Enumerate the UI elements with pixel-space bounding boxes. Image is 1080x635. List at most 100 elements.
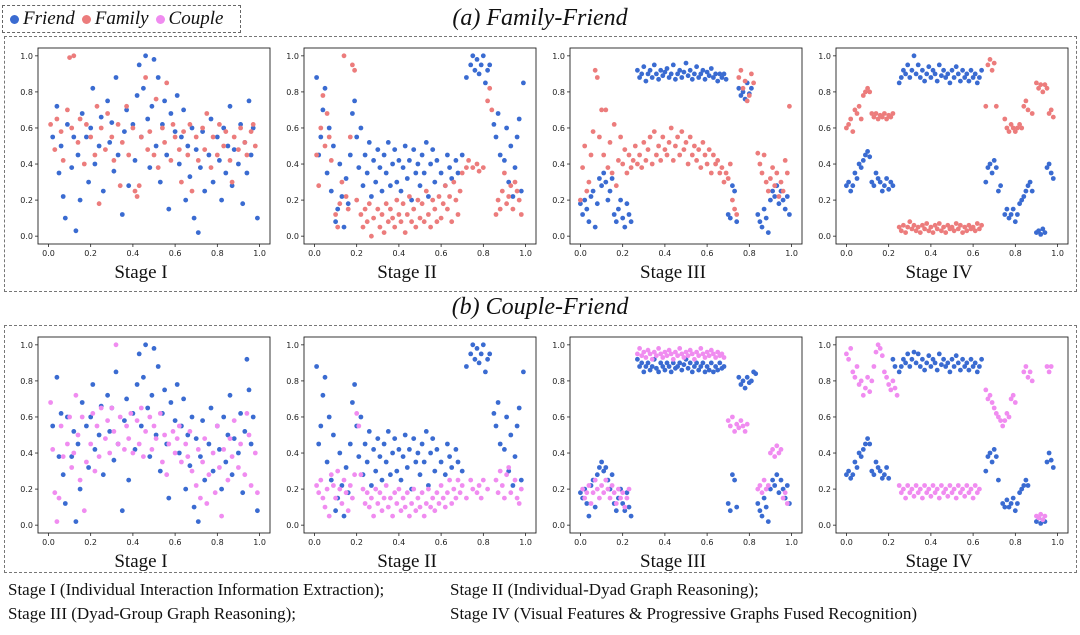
data-point-family [641, 140, 647, 145]
data-point-friend [742, 385, 748, 391]
data-point-family [390, 215, 395, 221]
data-point-family [966, 222, 972, 228]
data-point-family [860, 93, 866, 98]
data-point-friend [930, 67, 936, 73]
data-point-family [592, 67, 598, 73]
x-tick-label: 0.8 [1009, 538, 1022, 547]
data-point-friend [920, 67, 925, 73]
data-point-friend [402, 143, 408, 149]
data-point-couple [704, 349, 710, 355]
data-point-family [126, 152, 132, 158]
data-point-friend [996, 188, 1001, 194]
data-point-friend [1002, 504, 1008, 510]
data-point-couple [907, 490, 913, 496]
data-point-couple [485, 486, 490, 492]
axes-frame [569, 47, 803, 245]
data-point-friend [86, 465, 91, 470]
data-point-couple [103, 436, 108, 441]
data-point-friend [768, 197, 773, 203]
legend-label-couple: Couple [168, 8, 224, 29]
data-point-friend [191, 504, 197, 510]
data-point-friend [867, 441, 873, 447]
data-point-friend [966, 367, 972, 373]
scatter-panel-b-III: 0.0 0.2 0.4 0.6 0.8 1.0 0.0 0.2 0.4 0.6 0.8 1.0 Stag… [540, 331, 806, 572]
data-point-friend [613, 508, 619, 514]
data-point-couple [60, 454, 66, 459]
data-point-family [504, 201, 509, 207]
data-point-family [252, 143, 258, 149]
scatter-panel-b-I: 0.0 0.2 0.4 0.6 0.8 1.0 0.0 0.2 0.4 0.6 0.8 1.0 Stag… [8, 331, 274, 572]
series-couple [48, 342, 260, 524]
data-point-couple [221, 447, 227, 452]
data-point-couple [1004, 411, 1010, 416]
data-point-family [512, 179, 518, 185]
data-point-friend [453, 158, 459, 163]
data-point-friend [977, 75, 982, 80]
data-point-friend [601, 468, 607, 474]
data-point-friend [578, 490, 583, 496]
data-point-family [324, 111, 330, 116]
data-point-friend [474, 57, 480, 62]
data-point-family [1023, 98, 1029, 104]
x-tick-label: 0.2 [350, 538, 363, 547]
data-point-friend [1017, 201, 1022, 207]
data-point-friend [136, 62, 142, 68]
data-point-friend [396, 158, 402, 163]
data-point-family [485, 98, 490, 104]
data-point-family [945, 222, 951, 228]
data-point-friend [105, 98, 110, 104]
data-point-friend [846, 179, 851, 185]
data-point-friend [255, 508, 260, 514]
data-point-friend [402, 432, 408, 438]
data-point-couple [138, 405, 144, 411]
data-point-couple [597, 495, 602, 501]
data-point-couple [991, 405, 997, 411]
data-point-friend [1010, 495, 1016, 501]
data-point-friend [485, 67, 490, 73]
data-point-friend [936, 62, 942, 68]
data-point-couple [951, 486, 957, 492]
data-point-couple [1002, 418, 1008, 423]
data-point-friend [476, 360, 482, 366]
data-point-friend [759, 513, 765, 519]
data-point-couple [1040, 517, 1046, 523]
data-point-friend [666, 364, 672, 369]
data-point-couple [440, 495, 446, 501]
data-point-couple [506, 465, 512, 470]
data-point-family [438, 215, 444, 221]
data-point-friend [248, 152, 254, 158]
data-point-friend [917, 75, 923, 80]
data-point-friend [941, 356, 946, 362]
data-point-friend [476, 71, 482, 77]
data-point-friend [354, 134, 360, 140]
data-point-friend [713, 364, 718, 369]
data-point-family [242, 140, 248, 145]
data-point-couple [419, 490, 425, 496]
data-point-friend [73, 519, 79, 524]
data-point-family [92, 152, 98, 158]
data-point-friend [231, 147, 237, 152]
data-point-family [350, 62, 355, 68]
data-point-couple [117, 414, 123, 420]
data-point-couple [52, 490, 58, 496]
data-point-friend [651, 62, 657, 68]
data-point-friend [886, 475, 892, 481]
data-point-friend [850, 472, 856, 478]
data-point-friend [863, 441, 868, 447]
data-point-couple [647, 351, 653, 357]
data-point-family [713, 161, 718, 167]
data-point-family [856, 103, 862, 109]
data-point-friend [71, 134, 77, 140]
data-point-family [400, 201, 406, 207]
data-point-family [647, 134, 653, 140]
data-point-couple [75, 432, 81, 438]
data-point-family [1044, 85, 1050, 91]
row-b-frame [4, 325, 1077, 573]
data-point-couple [400, 495, 406, 501]
data-point-friend [314, 364, 319, 369]
data-point-family [318, 125, 324, 131]
x-tick-label: 0.0 [840, 249, 853, 258]
data-point-couple [662, 349, 668, 355]
data-point-friend [423, 429, 429, 434]
y-tick-label: 0.8 [20, 88, 33, 97]
